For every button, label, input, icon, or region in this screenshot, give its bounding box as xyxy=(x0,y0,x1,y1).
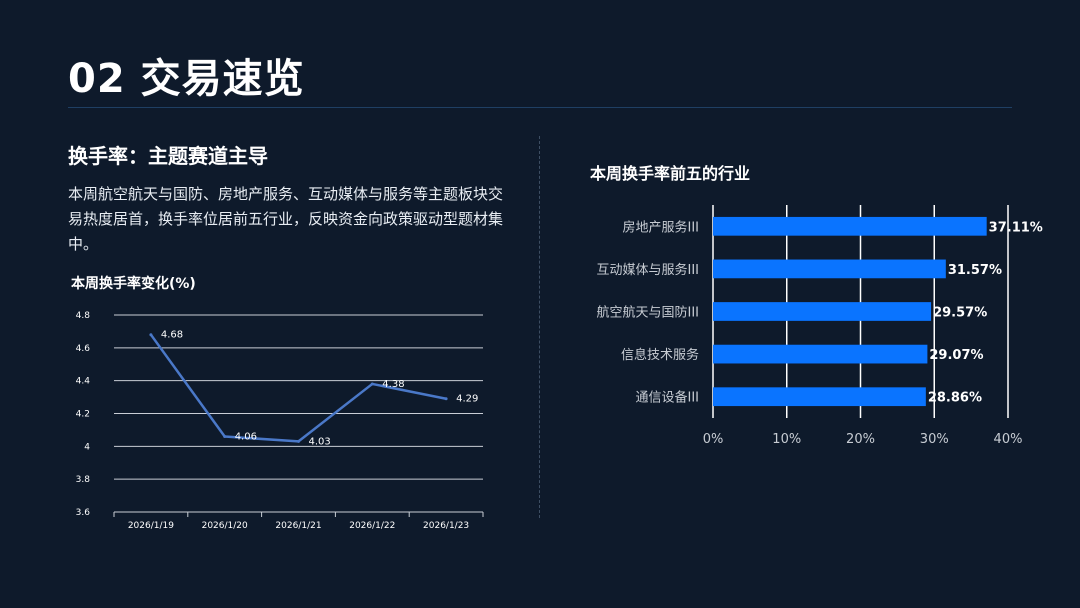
line-chart-series xyxy=(149,333,448,443)
line-chart-y-tick: 4.8 xyxy=(76,311,91,321)
line-chart-x-tick: 2026/1/20 xyxy=(202,521,248,531)
section-body: 本周航空航天与国防、房地产服务、互动媒体与服务等主题板块交易热度居首，换手率位居… xyxy=(68,185,504,253)
bar-chart-category-label: 信息技术服务 xyxy=(621,347,699,363)
line-chart-data-label: 4.68 xyxy=(161,330,183,341)
line-chart-y-tick: 4.4 xyxy=(76,377,91,387)
bar-chart-data-label: 37.11% xyxy=(989,220,1043,235)
title-divider xyxy=(68,107,1012,108)
top5-bar-chart: 本周换手率前五的行业 房地产服务III 互动媒体与服务III 航空航天与国防III 信… xyxy=(590,164,1043,447)
bar-chart-category-label: 航空航天与国防III xyxy=(596,305,699,321)
bar-chart-data-label: 29.57% xyxy=(933,306,987,321)
bar-chart-bar xyxy=(713,216,987,236)
line-chart-title: 本周换手率变化(%) xyxy=(71,275,196,292)
bar-chart-x-tick: 40% xyxy=(994,432,1023,447)
bar-chart-data-label: 28.86% xyxy=(928,391,982,406)
bar-chart-data-label: 29.07% xyxy=(929,348,983,363)
line-chart-grid xyxy=(114,314,483,513)
vertical-divider xyxy=(539,136,540,518)
bar-chart-data-labels: 37.11% 31.57% 29.57% 29.07% 28.86% xyxy=(928,220,1043,405)
line-chart-data-label: 4.03 xyxy=(309,436,331,447)
line-chart-data-label: 4.06 xyxy=(235,431,257,442)
line-chart-point xyxy=(223,434,227,438)
line-chart-y-tick: 3.6 xyxy=(76,508,91,518)
line-chart-x-tick: 2026/1/22 xyxy=(349,521,395,531)
line-chart-x-axis: 2026/1/19 2026/1/20 2026/1/21 2026/1/22 2026… xyxy=(113,512,484,531)
bar-chart-x-tick: 0% xyxy=(703,432,724,447)
turnover-line-chart: 本周换手率变化(%) 3.6 3.8 4 4.2 4.4 4.6 4.8 2026/1/19… xyxy=(71,275,484,531)
bar-chart-x-tick: 10% xyxy=(772,432,801,447)
bar-chart-data-label: 31.57% xyxy=(948,263,1002,278)
bar-chart-x-axis: 0% 10% 20% 30% 40% xyxy=(703,432,1023,447)
bar-chart-x-tick: 20% xyxy=(846,432,875,447)
line-chart-y-axis: 3.6 3.8 4 4.2 4.4 4.6 4.8 xyxy=(76,311,91,518)
line-chart-x-tick: 2026/1/19 xyxy=(128,521,174,531)
bar-chart-bar xyxy=(713,344,928,364)
bar-chart-title: 本周换手率前五的行业 xyxy=(590,164,750,183)
section-heading: 换手率：主题赛道主导 xyxy=(68,144,268,168)
bar-chart-category-label: 通信设备III xyxy=(635,390,699,406)
line-chart-y-tick: 3.8 xyxy=(76,475,91,485)
bar-chart-bar xyxy=(713,302,932,321)
bar-chart-x-tick: 30% xyxy=(920,432,949,447)
line-chart-point xyxy=(149,333,153,337)
line-chart-y-tick: 4.2 xyxy=(76,410,90,420)
line-chart-point xyxy=(370,382,374,386)
line-chart-data-label: 4.29 xyxy=(456,394,478,405)
bar-chart-bars xyxy=(713,216,987,407)
bar-chart-bar xyxy=(713,259,946,279)
bar-chart-category-label: 互动媒体与服务III xyxy=(596,262,699,278)
line-chart-x-tick: 2026/1/21 xyxy=(275,521,321,531)
line-chart-data-label: 4.38 xyxy=(382,379,404,390)
line-chart-point xyxy=(297,439,300,443)
line-chart-data-labels: 4.68 4.06 4.03 4.38 4.29 xyxy=(161,330,478,448)
line-chart-x-tick: 2026/1/23 xyxy=(423,521,469,531)
slide-title: 02 交易速览 xyxy=(68,56,305,102)
bar-chart-y-axis: 房地产服务III 互动媒体与服务III 航空航天与国防III 信息技术服务通信设备II… xyxy=(596,219,699,405)
bar-chart-category-label: 房地产服务III xyxy=(622,219,699,235)
line-chart-y-tick: 4.6 xyxy=(76,344,91,354)
line-chart-point xyxy=(444,397,448,401)
line-chart-y-tick: 4 xyxy=(84,442,90,452)
bar-chart-bar xyxy=(713,387,926,407)
